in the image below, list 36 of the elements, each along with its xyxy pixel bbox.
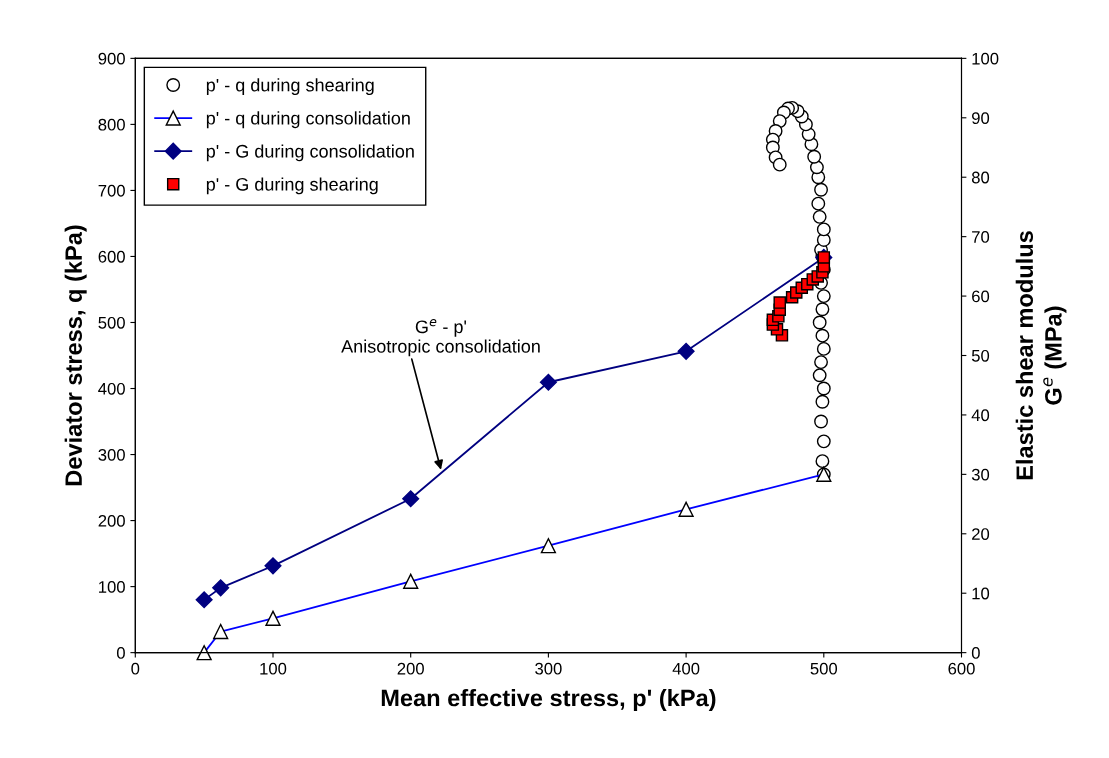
y2-tick-label: 20 [972,528,990,540]
y-axis-title: Deviator stress, q (kPa) [64,225,87,486]
y-tick-label: 900 [98,52,125,65]
y2-tick-label: 90 [972,112,990,124]
y-tick-label: 0 [116,647,125,659]
y-tick-label: 400 [98,382,125,395]
y2-tick-label: 100 [972,52,999,65]
y-tick-label: 600 [98,250,125,263]
y2-tick-label: 50 [971,349,990,362]
y2-tick-label: 10 [972,587,990,600]
y2-tick-label: 60 [972,290,990,303]
y2-axis-title: Elastic shear modulus G$^{e}$ (MPa) [1015,231,1067,480]
y-tick-label: 100 [99,581,125,593]
y-tick-label: 300 [98,448,125,461]
y-tick-label: 800 [98,118,125,131]
legend-label: p' - G during consolidation [206,144,414,162]
y-tick-label: 500 [98,316,125,329]
y-tick-label: 200 [98,514,125,527]
y2-tick-label: 80 [971,171,990,184]
x-tick-label: 300 [535,662,562,675]
x-axis-title: Mean effective stress, p' (kPa) [381,689,716,712]
legend-label: p' - G during shearing [206,177,378,195]
y2-tick-label: 30 [971,468,990,481]
y-tick-label: 700 [98,184,125,197]
x-tick-label: 400 [672,662,700,675]
x-tick-label: 200 [397,662,424,675]
y2-tick-label: 0 [971,647,980,659]
x-tick-label: 600 [948,662,975,675]
y2-tick-label: 40 [971,409,990,422]
x-tick-label: 100 [260,662,287,675]
annotation: G$^{e}$ - p' Anisotropic consolidation [341,319,540,357]
x-tick-label: 500 [810,662,838,675]
x-tick-label: 0 [131,662,140,675]
legend-label: p' - q during consolidation [206,111,410,129]
legend-label: p' - q during shearing [206,78,374,96]
y2-tick-label: 70 [972,231,990,243]
